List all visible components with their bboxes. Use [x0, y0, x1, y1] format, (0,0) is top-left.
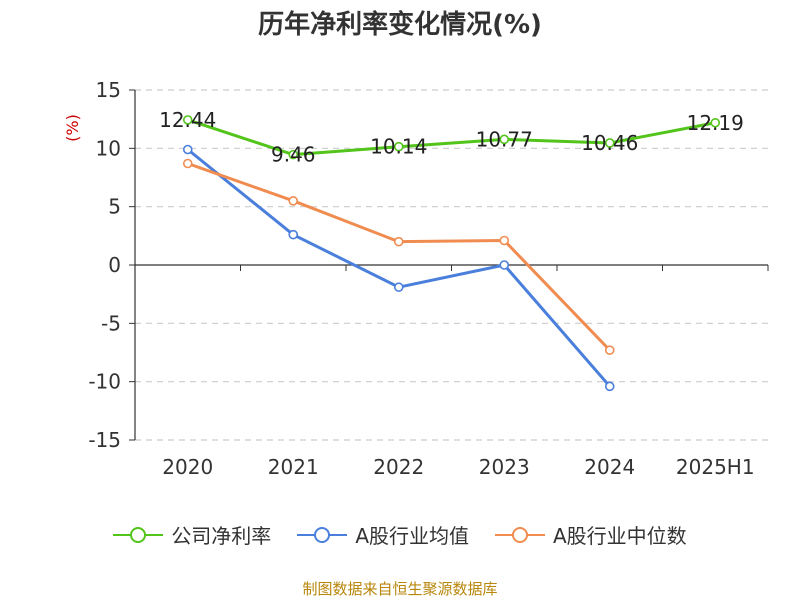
- y-tick-label: 5: [108, 195, 121, 219]
- data-label: 12.19: [687, 111, 744, 135]
- y-tick-label: 10: [96, 136, 121, 160]
- series-point-2: [288, 196, 299, 206]
- series-point-0: [604, 138, 615, 148]
- series-point-2: [182, 158, 193, 169]
- legend-label-industry-mean: A股行业均值: [355, 524, 469, 548]
- x-tick-label: 2022: [373, 455, 424, 479]
- series-point-2: [499, 235, 510, 246]
- series-point-0: [288, 149, 299, 160]
- chart-title: 历年净利率变化情况(%): [258, 10, 542, 40]
- legend-label-company: 公司净利率: [171, 524, 272, 548]
- x-tick-label: 2025H1: [676, 455, 755, 479]
- legend-marker-company-icon: [113, 526, 164, 543]
- legend-item-industry-median[interactable]: A股行业中位数: [495, 520, 687, 549]
- series-point-0: [499, 134, 510, 145]
- x-tick-label: 2021: [268, 455, 319, 479]
- legend-item-industry-mean[interactable]: A股行业均值: [297, 520, 469, 549]
- data-label: 10.77: [476, 127, 533, 151]
- series-point-1: [604, 381, 615, 392]
- series-point-1: [182, 144, 193, 155]
- series-point-0: [182, 115, 193, 125]
- series-point-1: [393, 282, 404, 292]
- legend: 公司净利率 A股行业均值 A股行业中位数: [0, 520, 800, 549]
- data-label: 10.46: [581, 131, 638, 155]
- y-tick-label: -5: [101, 311, 121, 335]
- y-tick-label: 0: [108, 253, 121, 277]
- series-point-2: [604, 345, 615, 355]
- data-label: 12.44: [159, 108, 216, 132]
- legend-marker-industry-median-icon: [495, 526, 545, 543]
- data-label: 10.14: [370, 135, 427, 159]
- x-tick-label: 2023: [479, 455, 530, 479]
- legend-item-company[interactable]: 公司净利率: [113, 520, 271, 549]
- data-label: 9.46: [271, 143, 316, 167]
- legend-marker-industry-mean-icon: [297, 526, 348, 543]
- series-line-0: [187, 118, 716, 157]
- series-line-2: [187, 162, 611, 352]
- x-tick-label: 2024: [584, 455, 635, 479]
- y-tick-label: 15: [96, 78, 121, 102]
- series-point-1: [499, 260, 510, 270]
- series-point-2: [393, 236, 404, 247]
- series-point-0: [710, 117, 721, 128]
- source-footer: 制图数据来自恒生聚源数据库: [302, 580, 498, 598]
- y-tick-label: -15: [88, 428, 121, 452]
- series-point-1: [288, 229, 299, 240]
- y-tick-label: -10: [88, 370, 121, 394]
- series-point-0: [393, 141, 404, 152]
- x-tick-label: 2020: [162, 455, 213, 479]
- y-axis-label: (%): [63, 114, 82, 142]
- legend-label-industry-median: A股行业中位数: [553, 524, 687, 548]
